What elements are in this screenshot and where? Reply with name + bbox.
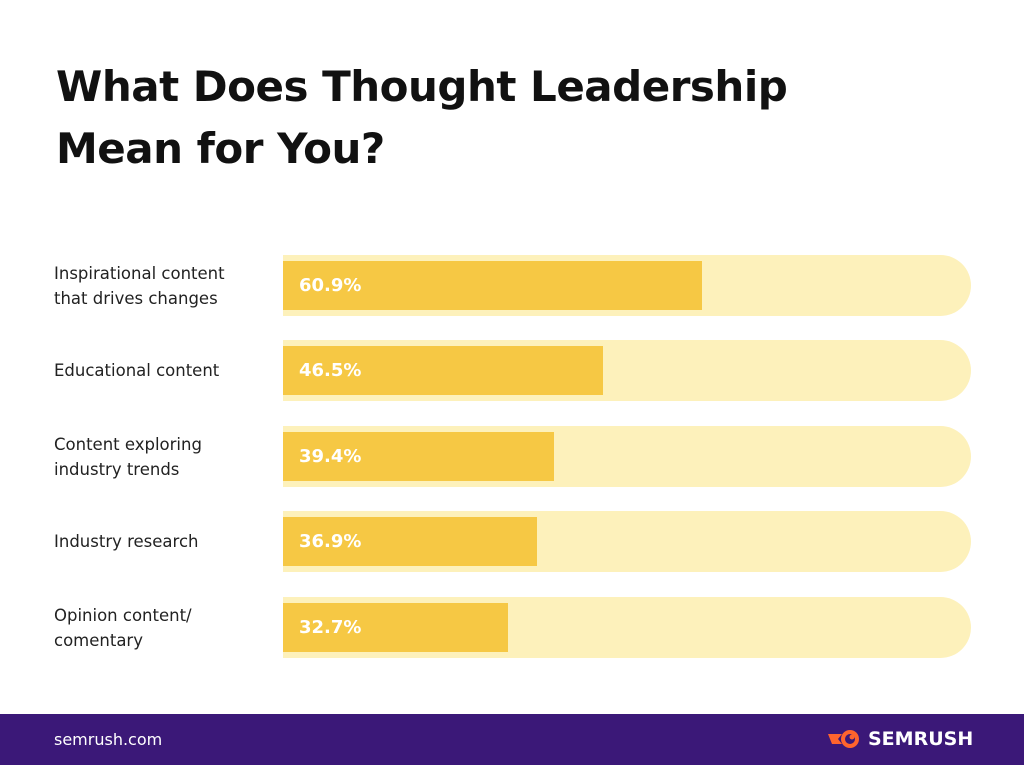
brand-name: SEMRUSH bbox=[868, 728, 974, 750]
chart-title: What Does Thought Leadership Mean for Yo… bbox=[56, 62, 788, 173]
bar bbox=[283, 346, 603, 395]
data-label: 32.7% bbox=[299, 617, 362, 638]
data-label: 46.5% bbox=[299, 360, 362, 381]
bar-row: Inspirational content that drives change… bbox=[0, 255, 1024, 316]
bar-row: Content exploring industry trends 39.4% bbox=[0, 426, 1024, 487]
category-label: Content exploring industry trends bbox=[54, 434, 202, 479]
bar bbox=[283, 517, 537, 566]
bar bbox=[283, 432, 555, 481]
bar bbox=[283, 261, 702, 310]
semrush-logo: SEMRUSH bbox=[828, 728, 973, 750]
category-label: Inspirational content that drives change… bbox=[54, 263, 225, 308]
data-label: 60.9% bbox=[299, 275, 362, 296]
bar-row: Opinion content/ comentary 32.7% bbox=[0, 597, 1024, 658]
category-label: Educational content bbox=[54, 361, 220, 380]
data-label: 39.4% bbox=[299, 446, 362, 467]
footer: semrush.com SEMRUSH bbox=[0, 714, 1024, 765]
bar-row: Industry research 36.9% bbox=[0, 511, 1024, 572]
category-label: Industry research bbox=[54, 532, 199, 551]
site-url: semrush.com bbox=[54, 730, 163, 749]
bar bbox=[283, 603, 508, 652]
semrush-fireball-icon bbox=[828, 730, 859, 748]
category-label: Opinion content/ comentary bbox=[54, 605, 192, 650]
data-label: 36.9% bbox=[299, 531, 362, 552]
bar-row: Educational content 46.5% bbox=[0, 340, 1024, 401]
